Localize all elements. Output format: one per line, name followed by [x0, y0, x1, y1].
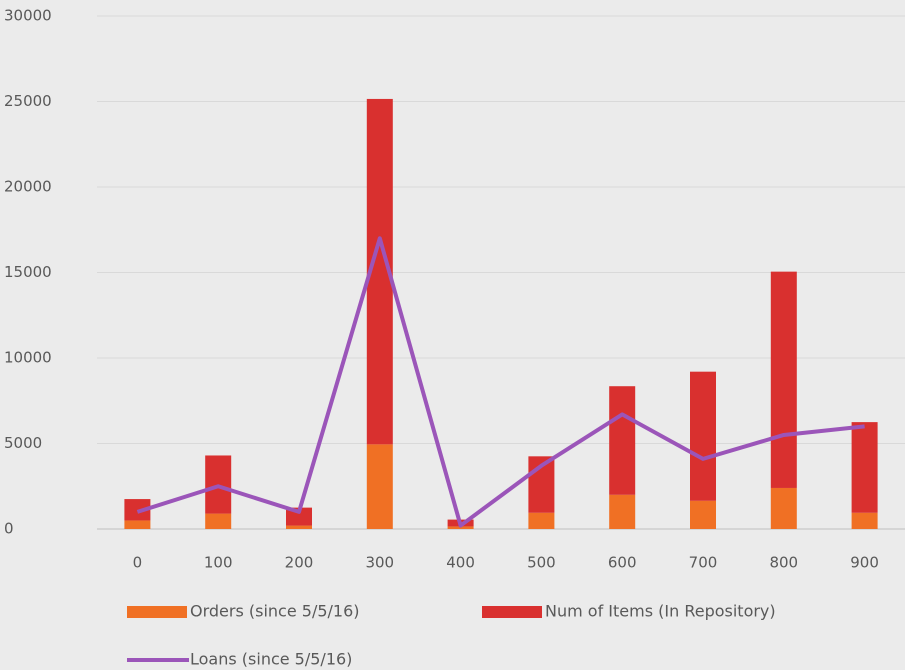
y-tick-label: 5000	[4, 434, 42, 452]
bar	[690, 500, 716, 529]
x-tick-label: 0	[133, 554, 143, 572]
bar	[528, 512, 555, 529]
y-tick-label: 30000	[4, 7, 52, 25]
x-tick-label: 500	[527, 554, 556, 572]
bar	[286, 525, 312, 529]
y-tick-label: 15000	[4, 263, 52, 281]
line	[136, 236, 865, 528]
bar	[447, 526, 474, 529]
y-tick-label: 10000	[4, 349, 52, 367]
legend-label: Num of Items (In Repository)	[545, 602, 776, 621]
x-tick-label: 200	[285, 554, 314, 572]
bar	[286, 507, 312, 526]
bar	[124, 499, 151, 521]
bar	[124, 520, 151, 529]
bar	[205, 513, 232, 529]
bar	[851, 422, 878, 513]
x-tick-label: 300	[365, 554, 394, 572]
x-tick-label: 800	[769, 554, 798, 572]
bar	[366, 444, 393, 529]
x-tick-label: 100	[204, 554, 233, 572]
bar	[690, 371, 716, 501]
legend-swatch	[127, 606, 187, 618]
legend-label: Orders (since 5/5/16)	[190, 602, 360, 621]
x-tick-label: 400	[446, 554, 475, 572]
y-tick-label: 20000	[4, 178, 52, 196]
bar	[609, 494, 636, 529]
y-tick-label: 25000	[4, 92, 52, 110]
y-tick-label: 0	[4, 520, 14, 538]
bar	[770, 487, 797, 529]
bar	[851, 512, 878, 529]
x-tick-label: 700	[689, 554, 718, 572]
legend-swatch	[482, 606, 542, 618]
legend-label: Loans (since 5/5/16)	[190, 650, 352, 669]
x-tick-label: 600	[608, 554, 637, 572]
bar	[770, 271, 797, 488]
bar	[609, 386, 636, 495]
x-tick-label: 900	[850, 554, 879, 572]
